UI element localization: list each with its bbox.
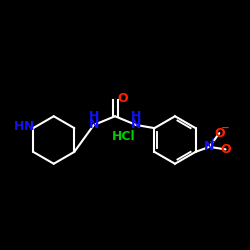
Text: +: +	[209, 137, 217, 146]
Text: O: O	[214, 126, 225, 140]
Text: H: H	[131, 110, 141, 123]
Text: H: H	[88, 110, 99, 123]
Text: −: −	[220, 122, 229, 132]
Text: HCl: HCl	[112, 130, 136, 143]
Text: N: N	[24, 120, 34, 134]
Text: H: H	[14, 120, 24, 134]
Text: N: N	[88, 118, 99, 132]
Text: O: O	[117, 92, 128, 105]
Text: O: O	[220, 143, 231, 156]
Text: N: N	[131, 118, 141, 132]
Text: N: N	[204, 140, 214, 153]
